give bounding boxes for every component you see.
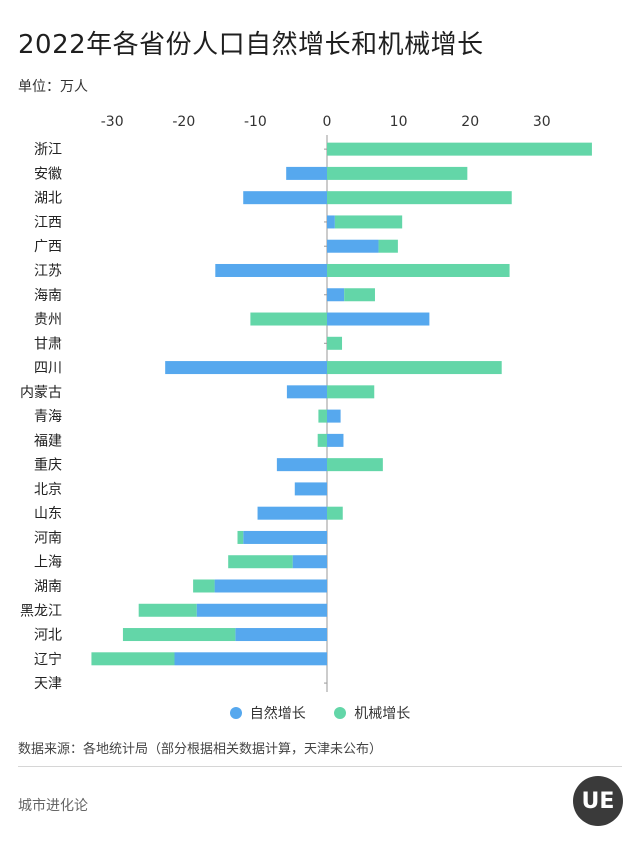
bar-mechanical [91,652,175,666]
category-label: 北京 [34,482,62,498]
category-label: 广西 [34,239,62,255]
bar-mechanical [334,215,403,229]
category-label: 黑龙江 [20,603,62,619]
bar-natural [243,530,327,544]
legend-item-mechanical: 机械增长 [334,703,410,723]
category-label: 湖南 [34,579,62,595]
bar-natural [292,555,327,569]
x-tick-label: -30 [101,114,124,130]
category-label: 上海 [34,555,62,571]
category-label: 海南 [34,288,62,304]
bar-mechanical [237,530,244,544]
bar-mechanical [250,312,327,326]
bar-mechanical [138,603,197,617]
category-label: 天津 [34,676,62,692]
category-label: 江西 [34,215,62,231]
legend-label-natural: 自然增长 [249,706,306,722]
bar-natural [257,506,327,520]
bar-mechanical [327,361,502,375]
bar-natural [327,239,379,253]
chart-title: 2022年各省份人口自然增长和机械增长 [18,30,484,60]
bar-natural [243,191,327,205]
category-label: 青海 [34,409,62,425]
category-label: 河北 [34,628,62,644]
bar-mechanical [327,263,510,277]
bar-natural [294,482,327,496]
legend-label-mechanical: 机械增长 [354,706,411,722]
category-label: 甘肃 [34,336,62,352]
category-label: 安徽 [34,166,62,182]
bar-natural [276,458,327,472]
x-tick-label: 10 [390,114,408,130]
unit-label: 单位：万人 [18,79,88,95]
bar-mechanical [327,166,468,180]
bar-natural [196,603,327,617]
bar-mechanical [193,579,215,593]
bar-natural [327,409,341,423]
bar-mechanical [327,336,343,350]
bar-natural [286,166,327,180]
category-label: 湖北 [34,191,62,207]
legend-dot-mechanical [334,707,347,719]
footer-brand: 城市进化论 [18,798,88,814]
divider [18,766,622,767]
bar-natural [327,312,430,326]
bar-natural [327,288,345,302]
bar-natural [174,652,327,666]
legend-item-natural: 自然增长 [229,703,306,723]
legend: 自然增长 机械增长 [0,703,640,723]
legend-dot-natural [229,707,242,719]
category-label: 福建 [34,433,62,449]
category-label: 四川 [34,361,62,377]
category-label: 重庆 [34,458,62,474]
x-tick-label: -20 [172,114,195,130]
bar-mechanical [317,433,327,447]
category-label: 贵州 [34,312,62,328]
bar-mechanical [228,555,293,569]
x-tick-label: -10 [244,114,267,130]
x-tick-label: 0 [323,114,332,130]
brand-logo: UE [573,776,623,826]
bar-natural [235,628,327,642]
bar-chart: -30 -20 -10 0 10 20 30 浙江安徽湖北江西广西江苏海南贵州甘肃四川内蒙古青… [20,114,592,692]
bar-natural [327,433,344,447]
source-note: 数据来源：各地统计局（部分根据相关数据计算，天津未公布） [18,742,383,757]
x-tick-label: 20 [461,114,479,130]
category-label: 浙江 [34,142,62,158]
bar-mechanical [327,191,512,205]
x-tick-label: 30 [533,114,551,130]
bar-mechanical [327,142,592,156]
category-label: 山东 [34,506,62,522]
category-label: 辽宁 [34,651,62,668]
bar-natural [327,215,335,229]
bar-mechanical [344,288,375,302]
bar-natural [214,579,327,593]
bar-natural [286,385,327,399]
bar-mechanical [327,506,343,520]
category-label: 河南 [34,530,62,546]
bar-natural [215,263,327,277]
bar-mechanical [122,628,236,642]
bar-mechanical [378,239,398,253]
bar-mechanical [327,458,383,472]
bar-mechanical [327,385,375,399]
bar-mechanical [318,409,327,423]
category-label: 江苏 [34,263,62,279]
category-label: 内蒙古 [20,385,62,401]
bar-natural [165,361,327,375]
